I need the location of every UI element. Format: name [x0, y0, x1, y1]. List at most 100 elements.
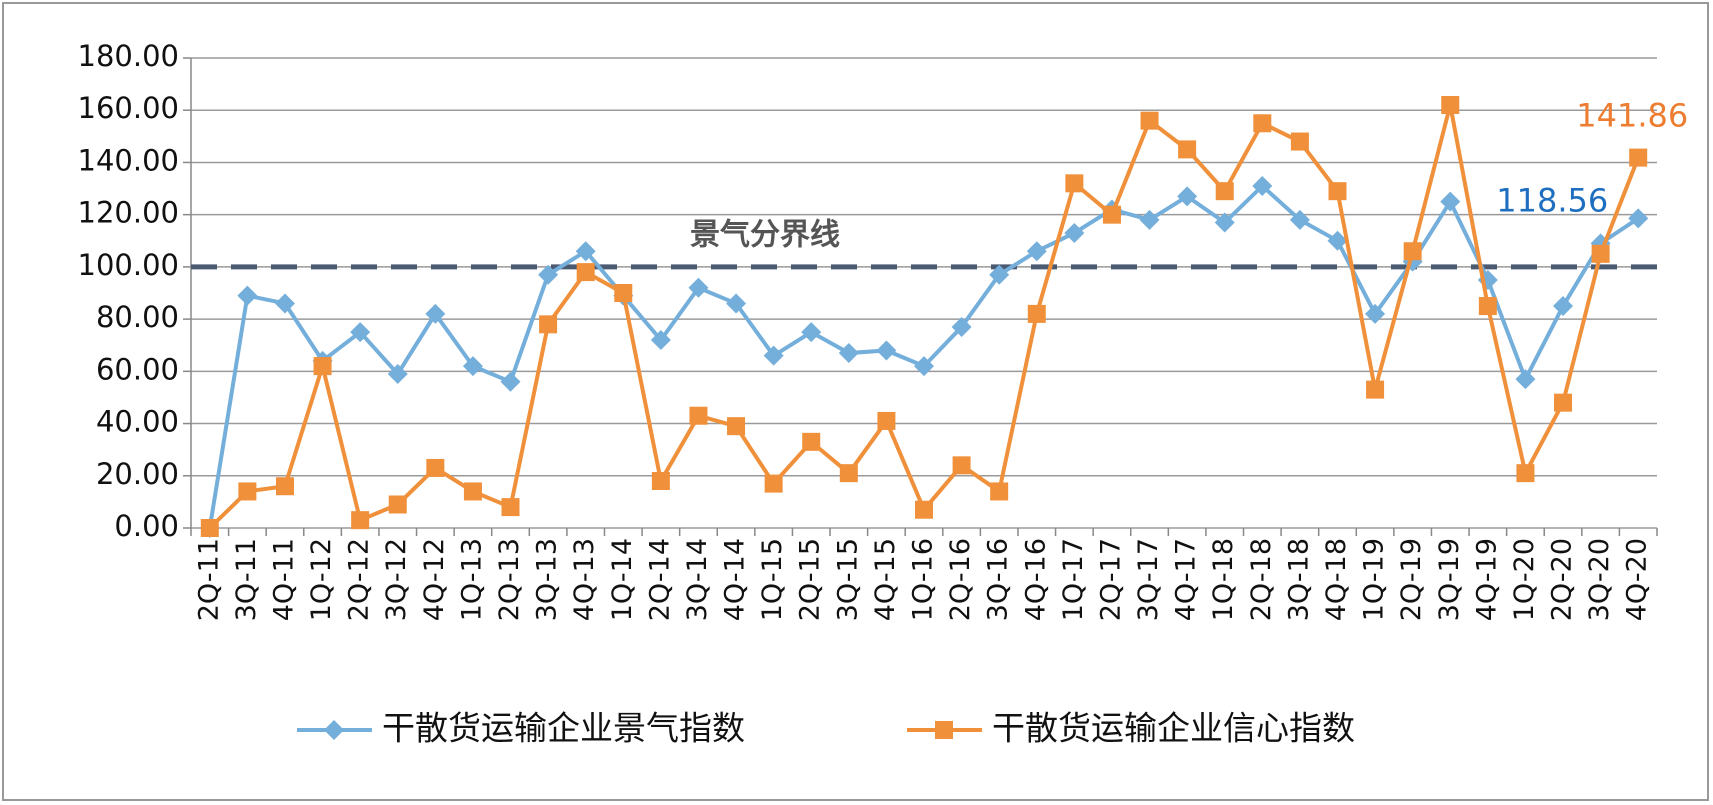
point: [1064, 222, 1085, 243]
reference-label: 景气分界线: [690, 217, 840, 252]
data-label: 118.56: [1496, 181, 1608, 219]
point: [539, 315, 558, 334]
point: [951, 316, 972, 337]
x-tick-label: 2Q-20: [1547, 538, 1578, 621]
point: [313, 357, 332, 376]
point: [462, 356, 483, 377]
x-tick-label: 4Q-12: [419, 538, 450, 621]
point: [876, 340, 897, 361]
point: [1177, 186, 1198, 207]
x-tick-label: 3Q-18: [1283, 538, 1314, 621]
point: [426, 458, 445, 477]
x-tick-label: 3Q-11: [231, 538, 262, 621]
point: [1253, 114, 1272, 133]
point: [238, 482, 257, 501]
x-tick-label: 1Q-20: [1509, 538, 1540, 621]
point: [1628, 208, 1649, 229]
y-tick-label: 160.00: [78, 91, 179, 125]
x-tick-label: 1Q-16: [908, 538, 939, 621]
point: [576, 263, 595, 282]
data-label: 141.86: [1576, 97, 1688, 135]
x-tick-label: 2Q-16: [945, 538, 976, 621]
x-tick-label: 4Q-13: [569, 538, 600, 621]
point: [1591, 244, 1610, 263]
point: [1440, 191, 1461, 212]
x-tick-label: 4Q-17: [1171, 538, 1202, 621]
x-tick-label: 2Q-13: [494, 538, 525, 621]
x-tick-label: 4Q-14: [720, 538, 751, 621]
point: [651, 472, 670, 490]
point: [1403, 242, 1422, 261]
point: [838, 343, 859, 364]
point: [1139, 209, 1160, 230]
point: [1629, 148, 1648, 167]
point: [989, 264, 1010, 285]
y-tick-label: 180.00: [78, 39, 179, 73]
point: [1065, 174, 1084, 193]
point: [839, 464, 858, 483]
point: [1290, 132, 1309, 151]
point: [1252, 175, 1273, 196]
x-tick-label: 2Q-18: [1246, 538, 1277, 621]
x-tick-label: 4Q-20: [1622, 538, 1653, 621]
point: [1328, 182, 1347, 201]
point: [877, 411, 896, 430]
x-tick-label: 2Q-14: [644, 538, 675, 621]
x-tick-label: 1Q-17: [1058, 538, 1089, 621]
x-tick-label: 4Q-15: [870, 538, 901, 621]
x-tick-label: 3Q-14: [682, 538, 713, 621]
point: [914, 356, 934, 377]
point: [1215, 182, 1234, 201]
point: [726, 293, 747, 314]
point: [1516, 464, 1535, 483]
point: [1366, 380, 1385, 399]
point: [688, 277, 709, 298]
x-tick-label: 3Q-15: [832, 538, 863, 621]
point: [1553, 296, 1574, 317]
x-tick-label: 3Q-17: [1133, 538, 1164, 621]
point: [200, 519, 219, 537]
point: [1478, 297, 1497, 316]
x-tick-label: 4Q-16: [1020, 538, 1051, 621]
point: [952, 456, 971, 475]
point: [689, 406, 708, 425]
point: [1102, 205, 1121, 224]
point: [351, 511, 370, 530]
point: [763, 345, 784, 366]
x-tick-label: 2Q-17: [1095, 538, 1126, 621]
point: [727, 417, 746, 436]
point: [802, 432, 821, 451]
y-tick-label: 80.00: [96, 300, 179, 334]
x-tick-label: 3Q-16: [983, 538, 1014, 621]
point: [764, 474, 783, 493]
x-tick-label: 4Q-11: [268, 538, 299, 621]
point: [1441, 96, 1460, 114]
series-line: [208, 104, 1641, 530]
point: [990, 482, 1009, 501]
x-tick-label: 1Q-13: [456, 538, 487, 621]
point: [1327, 230, 1348, 251]
point: [1365, 303, 1386, 324]
point: [801, 322, 822, 343]
point: [387, 363, 408, 384]
legend-marker: [935, 721, 953, 739]
x-tick-label: 1Q-14: [607, 538, 638, 621]
x-tick-label: 2Q-11: [193, 538, 224, 621]
y-tick-label: 120.00: [78, 196, 179, 230]
point: [275, 477, 294, 496]
x-tick-label: 1Q-18: [1208, 538, 1239, 621]
legend-label: 干散货运输企业景气指数: [382, 709, 745, 748]
y-tick-label: 20.00: [96, 457, 179, 491]
x-tick-label: 2Q-19: [1396, 538, 1427, 621]
x-tick-label: 1Q-15: [757, 538, 788, 621]
x-tick-label: 4Q-18: [1321, 538, 1352, 621]
y-tick-label: 60.00: [96, 352, 179, 386]
point: [500, 371, 521, 392]
point: [237, 285, 258, 306]
x-tick-label: 3Q-19: [1434, 538, 1465, 621]
point: [1026, 241, 1047, 262]
x-tick-label: 1Q-12: [306, 538, 337, 621]
point: [1214, 212, 1235, 233]
